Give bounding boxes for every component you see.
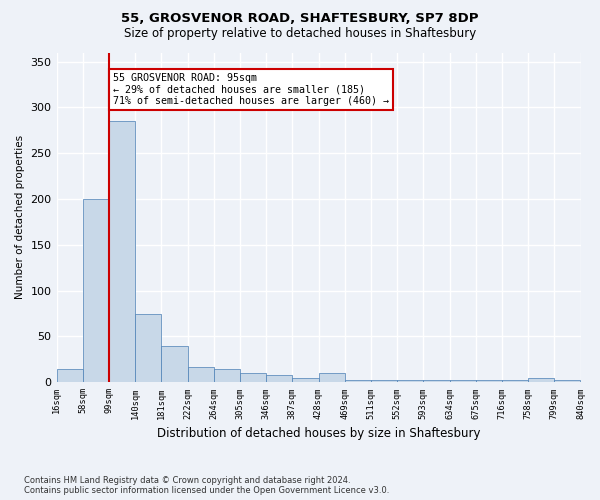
Bar	[83, 199, 109, 382]
Text: 55 GROSVENOR ROAD: 95sqm
← 29% of detached houses are smaller (185)
71% of semi-: 55 GROSVENOR ROAD: 95sqm ← 29% of detach…	[113, 72, 389, 106]
Bar	[371, 380, 397, 382]
Bar	[161, 346, 188, 383]
Bar	[319, 373, 345, 382]
Bar	[188, 366, 214, 382]
Bar	[56, 368, 83, 382]
Text: 55, GROSVENOR ROAD, SHAFTESBURY, SP7 8DP: 55, GROSVENOR ROAD, SHAFTESBURY, SP7 8DP	[121, 12, 479, 26]
Bar	[135, 314, 161, 382]
Bar	[476, 380, 502, 382]
Bar	[214, 368, 240, 382]
Bar	[528, 378, 554, 382]
Text: Contains HM Land Registry data © Crown copyright and database right 2024.
Contai: Contains HM Land Registry data © Crown c…	[24, 476, 389, 495]
Bar	[266, 375, 292, 382]
Bar	[292, 378, 319, 382]
Bar	[424, 380, 449, 382]
Bar	[397, 380, 424, 382]
Text: Size of property relative to detached houses in Shaftesbury: Size of property relative to detached ho…	[124, 28, 476, 40]
Bar	[449, 380, 476, 382]
Bar	[554, 380, 580, 382]
X-axis label: Distribution of detached houses by size in Shaftesbury: Distribution of detached houses by size …	[157, 427, 480, 440]
Bar	[502, 380, 528, 382]
Bar	[345, 380, 371, 382]
Bar	[109, 121, 135, 382]
Y-axis label: Number of detached properties: Number of detached properties	[15, 136, 25, 300]
Bar	[240, 373, 266, 382]
